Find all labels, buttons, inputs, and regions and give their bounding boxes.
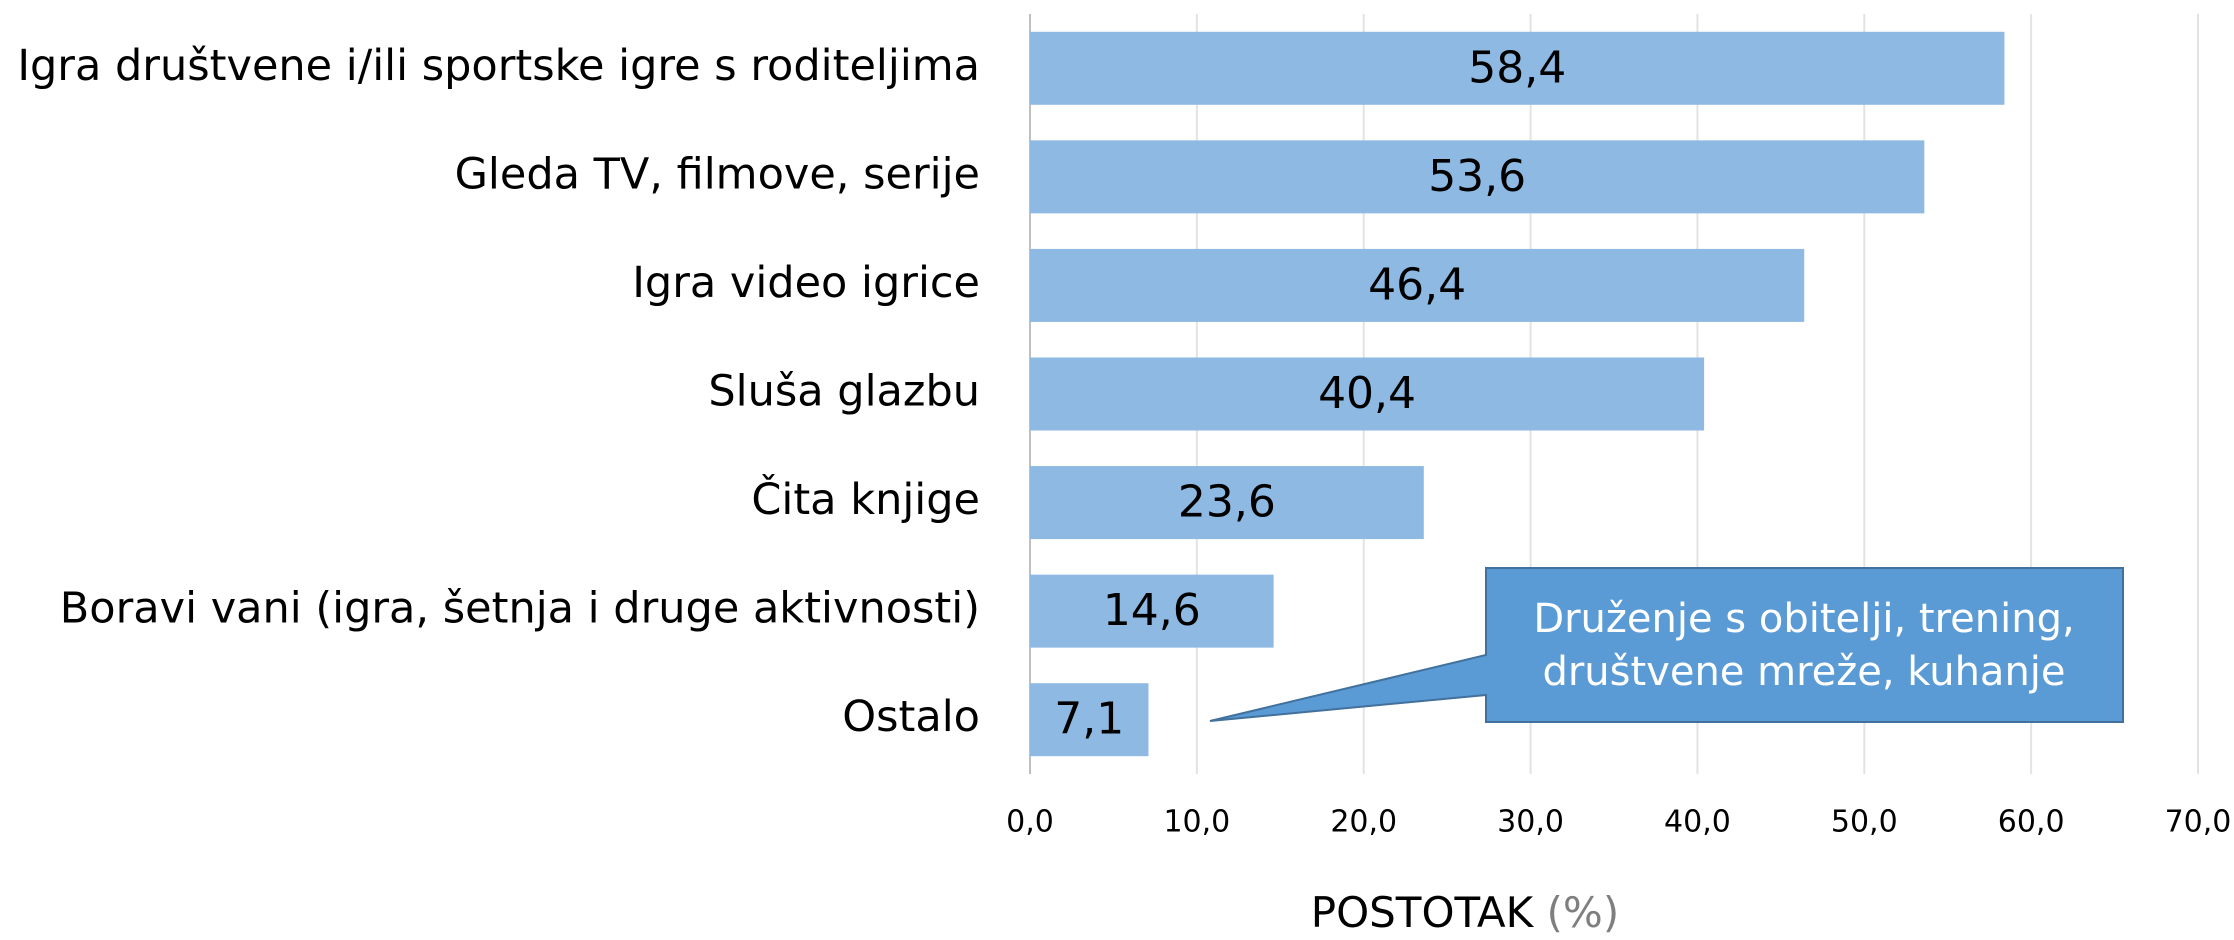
callout [1209, 567, 2124, 723]
x-tick-label: 10,0 [1163, 805, 1230, 840]
y-tick-label: Igra društvene i/ili sportske igre s rod… [17, 41, 980, 91]
y-tick-label: Igra video igrice [632, 258, 980, 308]
bar [1030, 574, 1274, 648]
axis-title-main: POSTOTAK [1311, 888, 1535, 937]
x-tick-label: 70,0 [2165, 805, 2232, 840]
y-tick-label: Ostalo [842, 692, 980, 742]
data-label: 40,4 [1318, 368, 1416, 419]
callout-text: društvene mreže, kuhanje [1542, 649, 2065, 695]
data-label: 53,6 [1428, 151, 1526, 202]
callout-text: Druženje s obitelji, trening, [1533, 596, 2074, 642]
axis-title: POSTOTAK (%) [1311, 888, 1619, 937]
x-tick-label: 50,0 [1831, 805, 1898, 840]
bar [1030, 466, 1424, 540]
x-tick-label: 40,0 [1664, 805, 1731, 840]
data-label: 58,4 [1468, 42, 1566, 93]
bar [1030, 683, 1149, 757]
bar [1030, 248, 1805, 322]
x-tick-label: 30,0 [1497, 805, 1564, 840]
y-tick-label: Sluša glazbu [708, 367, 980, 417]
bar [1030, 31, 2005, 105]
y-tick-label: Boravi vani (igra, šetnja i druge aktivn… [60, 584, 980, 634]
x-tick-label: 0,0 [1006, 805, 1054, 840]
x-tick-label: 60,0 [1998, 805, 2065, 840]
bar [1030, 140, 1925, 214]
data-label: 23,6 [1178, 477, 1276, 528]
data-label: 14,6 [1103, 585, 1201, 636]
data-label: 7,1 [1054, 694, 1124, 745]
axis-title-unit: (%) [1547, 888, 1620, 937]
x-tick-label: 20,0 [1330, 805, 1397, 840]
y-tick-label: Gleda TV, filmove, serije [455, 149, 980, 199]
data-label: 46,4 [1368, 259, 1466, 310]
bar [1030, 357, 1705, 431]
y-tick-label: Čita knjige [751, 474, 980, 525]
